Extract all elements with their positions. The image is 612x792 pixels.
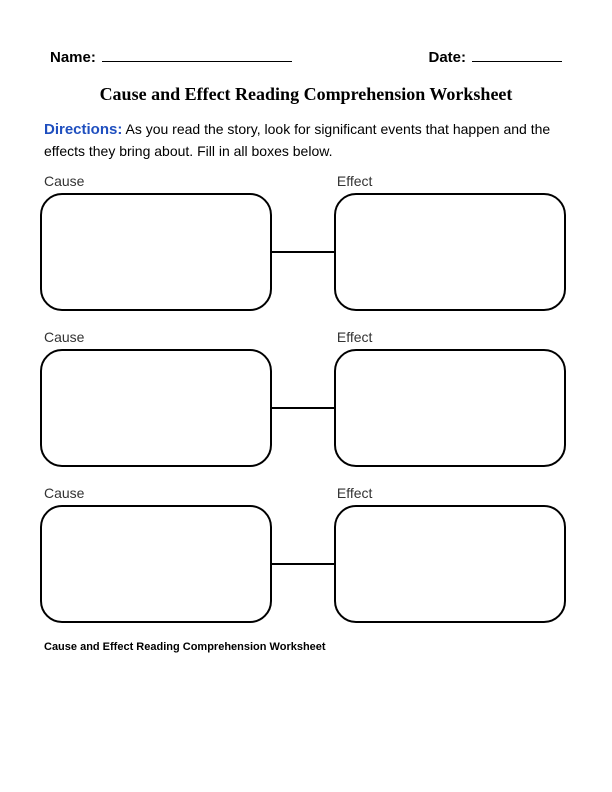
effect-label: Effect: [337, 329, 568, 345]
directions-label: Directions:: [44, 121, 122, 138]
connector-line: [272, 563, 334, 565]
cause-label: Cause: [44, 485, 275, 501]
label-spacer: [275, 329, 337, 345]
pair-labels: Cause Effect: [40, 485, 572, 501]
worksheet-title: Cause and Effect Reading Comprehension W…: [40, 84, 572, 105]
cause-box[interactable]: [40, 505, 272, 623]
label-spacer: [275, 173, 337, 189]
name-label: Name:: [50, 49, 96, 66]
pair-row: [40, 349, 572, 467]
effect-box[interactable]: [334, 505, 566, 623]
pair-labels: Cause Effect: [40, 329, 572, 345]
cause-effect-pair: Cause Effect: [40, 173, 572, 311]
cause-label: Cause: [44, 173, 275, 189]
connector-line: [272, 407, 334, 409]
cause-box[interactable]: [40, 193, 272, 311]
cause-label: Cause: [44, 329, 275, 345]
effect-label: Effect: [337, 173, 568, 189]
directions-block: Directions: As you read the story, look …: [40, 119, 572, 161]
date-field-group: Date:: [428, 48, 562, 66]
date-input-line[interactable]: [472, 48, 562, 62]
header-row: Name: Date:: [40, 48, 572, 66]
cause-box[interactable]: [40, 349, 272, 467]
date-label: Date:: [428, 49, 466, 66]
cause-effect-pair: Cause Effect: [40, 329, 572, 467]
effect-box[interactable]: [334, 349, 566, 467]
connector-line: [272, 251, 334, 253]
pair-row: [40, 193, 572, 311]
footer-text: Cause and Effect Reading Comprehension W…: [40, 641, 572, 653]
name-input-line[interactable]: [102, 48, 292, 62]
effect-label: Effect: [337, 485, 568, 501]
effect-box[interactable]: [334, 193, 566, 311]
cause-effect-pair: Cause Effect: [40, 485, 572, 623]
name-field-group: Name:: [50, 48, 292, 66]
pair-row: [40, 505, 572, 623]
label-spacer: [275, 485, 337, 501]
pair-labels: Cause Effect: [40, 173, 572, 189]
